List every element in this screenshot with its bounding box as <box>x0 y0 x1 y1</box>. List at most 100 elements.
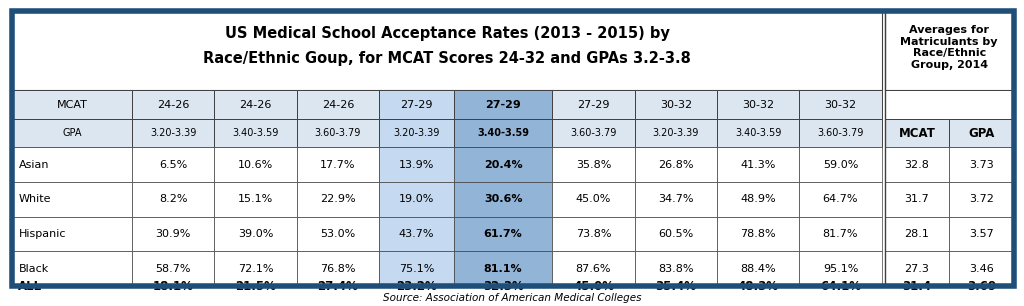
Bar <box>635 119 717 147</box>
Text: 30-32: 30-32 <box>824 99 856 110</box>
Text: 30-32: 30-32 <box>659 99 692 110</box>
Text: MCAT: MCAT <box>898 127 936 140</box>
Text: 23.2%: 23.2% <box>396 280 437 293</box>
Bar <box>885 11 1014 90</box>
Bar <box>717 252 800 286</box>
Bar <box>214 119 297 147</box>
Text: 10.6%: 10.6% <box>238 160 273 170</box>
Bar <box>132 119 214 147</box>
Text: 3.46: 3.46 <box>969 264 994 274</box>
Bar <box>12 252 132 286</box>
Bar <box>800 182 882 217</box>
Bar <box>552 217 635 252</box>
Bar <box>132 90 214 119</box>
Text: 24-26: 24-26 <box>157 99 189 110</box>
Bar <box>379 90 454 119</box>
Bar <box>379 147 454 182</box>
Text: ALL: ALL <box>18 280 43 293</box>
Text: 39.0%: 39.0% <box>238 229 273 239</box>
Text: 73.8%: 73.8% <box>575 229 611 239</box>
Bar <box>297 90 379 119</box>
Text: 31.4: 31.4 <box>902 280 932 293</box>
Bar <box>949 252 1014 286</box>
Bar <box>885 147 949 182</box>
Text: 81.7%: 81.7% <box>822 229 858 239</box>
Text: MCAT: MCAT <box>56 99 88 110</box>
Text: 43.7%: 43.7% <box>398 229 434 239</box>
Bar <box>12 147 132 182</box>
Text: 53.0%: 53.0% <box>321 229 355 239</box>
Bar <box>379 182 454 217</box>
Text: 3.73: 3.73 <box>969 160 994 170</box>
Bar <box>297 182 379 217</box>
Bar <box>552 119 635 147</box>
Text: 45.0%: 45.0% <box>575 194 611 204</box>
Bar <box>454 90 552 119</box>
Bar <box>454 147 552 182</box>
Bar <box>132 217 214 252</box>
Bar <box>635 252 717 286</box>
Bar <box>297 217 379 252</box>
Text: 30.6%: 30.6% <box>484 194 522 204</box>
Bar <box>552 147 635 182</box>
Bar <box>12 11 1014 286</box>
Text: 78.8%: 78.8% <box>740 229 776 239</box>
Text: 3.20-3.39: 3.20-3.39 <box>393 128 439 138</box>
Text: Averages for
Matriculants by
Race/Ethnic
Group, 2014: Averages for Matriculants by Race/Ethnic… <box>900 25 998 70</box>
Text: GPA: GPA <box>969 127 994 140</box>
Bar <box>717 147 800 182</box>
Text: 31.7: 31.7 <box>904 194 930 204</box>
Bar <box>214 90 297 119</box>
Text: 3.40-3.59: 3.40-3.59 <box>232 128 279 138</box>
Text: US Medical School Acceptance Rates (2013 - 2015) by: US Medical School Acceptance Rates (2013… <box>224 26 670 41</box>
Text: 48.9%: 48.9% <box>740 194 776 204</box>
Bar <box>214 252 297 286</box>
Text: 3.40-3.59: 3.40-3.59 <box>477 128 529 138</box>
Bar <box>12 217 132 252</box>
Bar <box>885 90 1014 119</box>
Text: 28.1: 28.1 <box>904 229 930 239</box>
Text: Race/Ethnic Goup, for MCAT Scores 24-32 and GPAs 3.2-3.8: Race/Ethnic Goup, for MCAT Scores 24-32 … <box>203 50 691 66</box>
Text: 18.1%: 18.1% <box>153 280 194 293</box>
Bar <box>454 119 552 147</box>
Text: 45.0%: 45.0% <box>573 280 614 293</box>
Bar <box>297 119 379 147</box>
Text: 59.0%: 59.0% <box>823 160 858 170</box>
Text: 64.7%: 64.7% <box>822 194 858 204</box>
Bar <box>214 217 297 252</box>
Text: 3.69: 3.69 <box>967 280 996 293</box>
Text: 75.1%: 75.1% <box>398 264 434 274</box>
Text: 60.5%: 60.5% <box>658 229 693 239</box>
Bar <box>885 119 949 147</box>
Text: 3.60-3.79: 3.60-3.79 <box>817 128 863 138</box>
Bar <box>379 217 454 252</box>
Bar <box>800 119 882 147</box>
Text: 3.20-3.39: 3.20-3.39 <box>151 128 197 138</box>
Text: 30.9%: 30.9% <box>156 229 190 239</box>
Text: 41.3%: 41.3% <box>740 160 776 170</box>
Bar <box>297 252 379 286</box>
Bar <box>717 119 800 147</box>
Bar <box>800 90 882 119</box>
Text: 8.2%: 8.2% <box>159 194 187 204</box>
Bar <box>635 217 717 252</box>
Text: 22.9%: 22.9% <box>321 194 355 204</box>
Text: Source: Association of American Medical Colleges: Source: Association of American Medical … <box>383 293 641 303</box>
Text: 88.4%: 88.4% <box>740 264 776 274</box>
Text: 3.20-3.39: 3.20-3.39 <box>652 128 699 138</box>
Bar <box>454 182 552 217</box>
Bar <box>214 147 297 182</box>
Bar <box>552 90 635 119</box>
Text: 19.0%: 19.0% <box>398 194 434 204</box>
Text: 76.8%: 76.8% <box>321 264 355 274</box>
Bar <box>717 90 800 119</box>
Text: 48.3%: 48.3% <box>737 280 778 293</box>
Bar <box>635 182 717 217</box>
Text: 30-32: 30-32 <box>742 99 774 110</box>
Bar <box>949 217 1014 252</box>
Text: 27-29: 27-29 <box>400 99 433 110</box>
Bar <box>132 182 214 217</box>
Bar <box>552 182 635 217</box>
Text: 3.40-3.59: 3.40-3.59 <box>735 128 781 138</box>
Text: 27.4%: 27.4% <box>317 280 358 293</box>
